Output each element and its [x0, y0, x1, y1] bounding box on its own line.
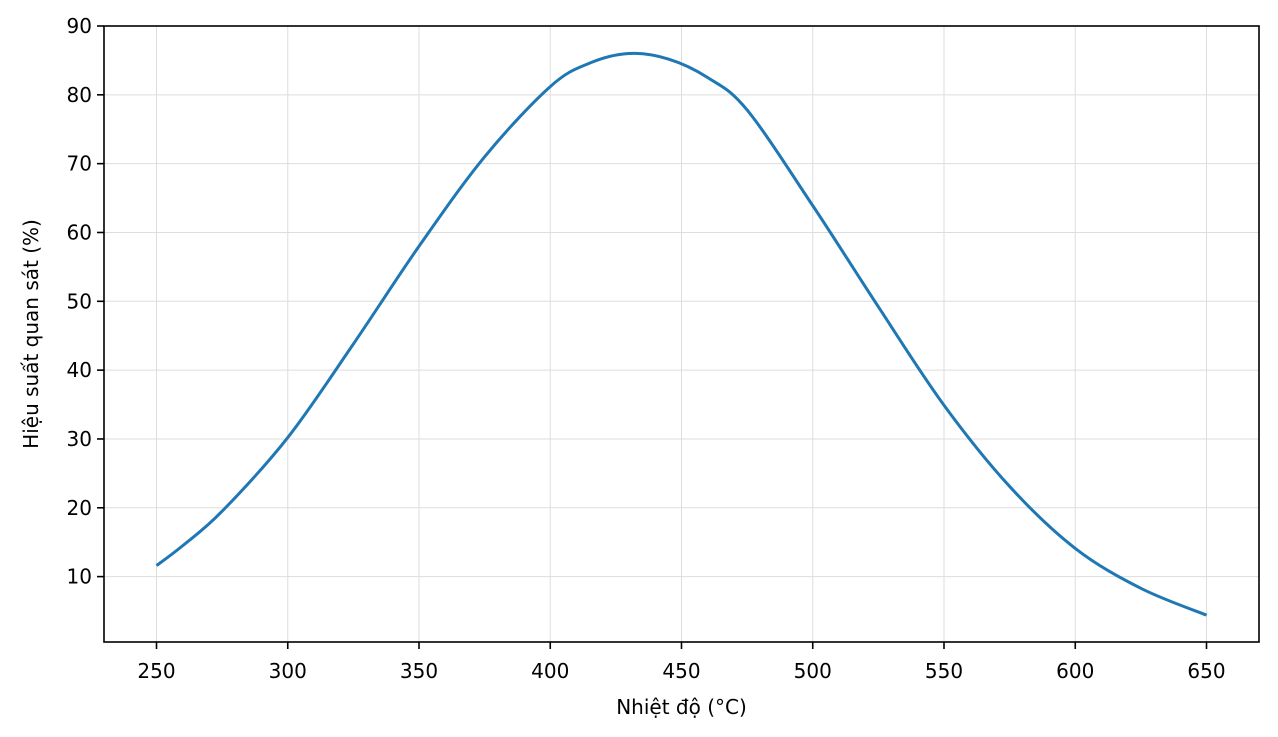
y-tick-label: 30	[67, 427, 92, 451]
x-tick-label: 450	[662, 659, 700, 683]
x-tick-label: 400	[531, 659, 569, 683]
y-axis-ticks: 10 20 30 40 50 60 70 80 90	[67, 14, 104, 589]
y-axis-label: Hiệu suất quan sát (%)	[19, 219, 43, 449]
x-axis-label: Nhiệt độ (°C)	[616, 695, 747, 719]
x-tick-label: 300	[269, 659, 307, 683]
x-tick-label: 600	[1056, 659, 1094, 683]
y-tick-label: 80	[67, 83, 92, 107]
series-line	[155, 51, 1208, 617]
x-axis-ticks: 250 300 350 400 450 500 550 600 650	[137, 642, 1226, 683]
x-tick-label: 650	[1187, 659, 1225, 683]
y-tick-label: 50	[67, 289, 92, 313]
y-tick-label: 70	[67, 152, 92, 176]
x-tick-label: 550	[925, 659, 963, 683]
x-tick-label: 250	[137, 659, 175, 683]
y-tick-label: 40	[67, 358, 92, 382]
y-tick-label: 20	[67, 496, 92, 520]
y-tick-label: 60	[67, 220, 92, 244]
x-tick-label: 500	[794, 659, 832, 683]
plot-area	[155, 51, 1208, 617]
y-tick-label: 10	[67, 565, 92, 589]
x-tick-label: 350	[400, 659, 438, 683]
y-tick-label: 90	[67, 14, 92, 38]
